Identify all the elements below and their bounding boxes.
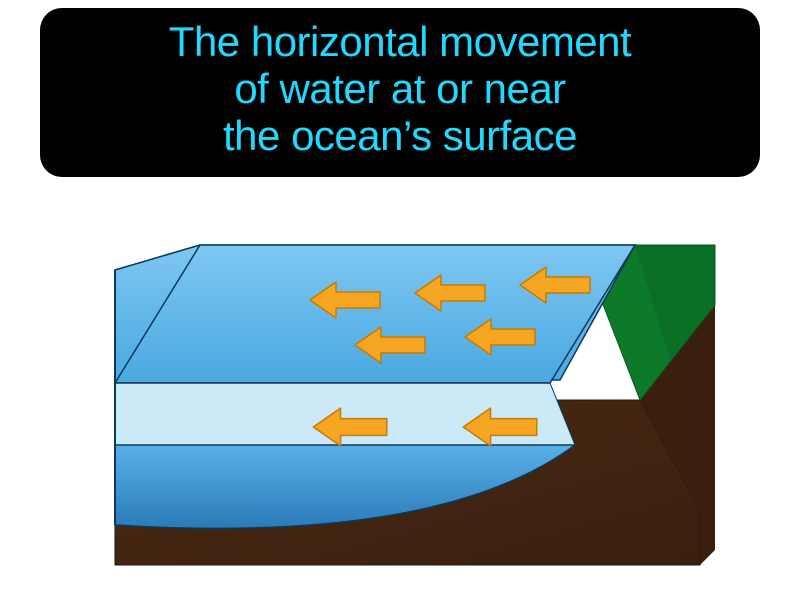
definition-banner: The horizontal movement of water at or n… (40, 8, 760, 177)
diagram-svg (80, 205, 720, 575)
ocean-current-diagram (80, 205, 720, 575)
definition-line-3: the ocean’s surface (223, 112, 577, 159)
definition-line-1: The horizontal movement (169, 18, 631, 65)
definition-line-2: of water at or near (234, 65, 565, 112)
water-top (115, 245, 635, 383)
definition-text: The horizontal movement of water at or n… (68, 18, 732, 159)
